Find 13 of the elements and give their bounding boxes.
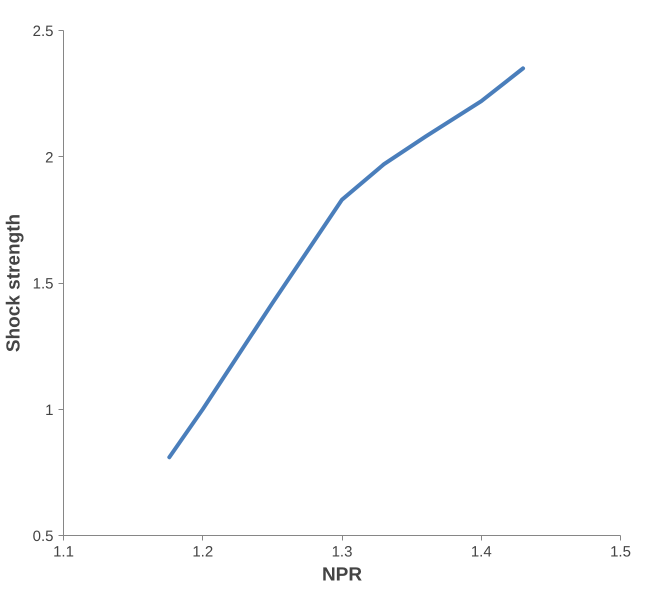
y-tick-label: 2.5 bbox=[32, 23, 54, 40]
line-series bbox=[167, 66, 526, 460]
x-tick-label: 1.2 bbox=[192, 544, 214, 560]
y-tick-label: 1.5 bbox=[32, 276, 54, 292]
x-tick-label: 1.4 bbox=[470, 544, 492, 560]
x-tick-label: 1.5 bbox=[610, 544, 631, 560]
x-tick-label: 1.1 bbox=[53, 544, 74, 560]
y-tick-label: 2 bbox=[45, 149, 54, 166]
y-tick-label: 0.5 bbox=[32, 528, 54, 545]
y-axis-title: Shock strength bbox=[4, 214, 25, 352]
y-tick-label: 1 bbox=[45, 402, 54, 419]
x-axis-title: NPR bbox=[322, 564, 362, 586]
x-tick-label: 1.3 bbox=[332, 544, 352, 560]
